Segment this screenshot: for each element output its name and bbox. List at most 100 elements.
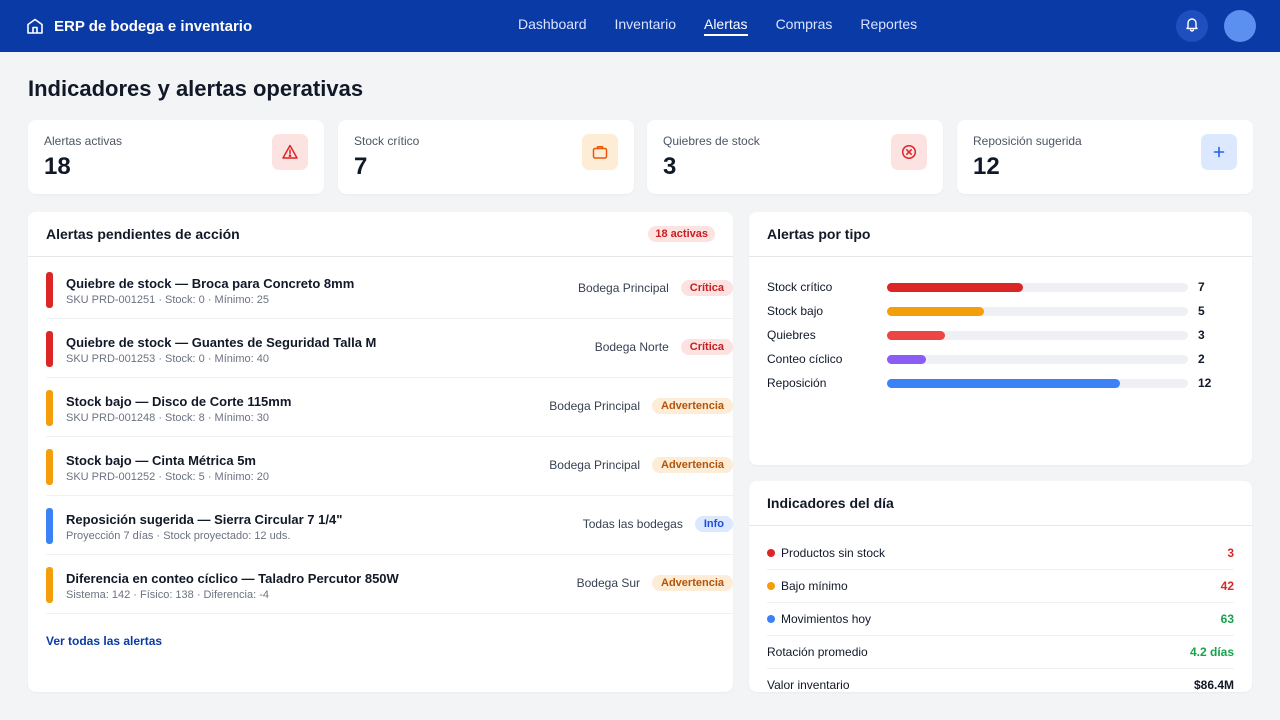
app-title: ERP de bodega e inventario bbox=[54, 17, 253, 35]
alert-type-value: 2 bbox=[1198, 352, 1205, 366]
top-bar: ERP de bodega e inventario Dashboard Inve… bbox=[0, 0, 1280, 52]
severity-badge: Advertencia bbox=[652, 398, 733, 414]
alert-row[interactable]: Stock bajo — Disco de Corte 115mm SKU PRD… bbox=[46, 378, 733, 437]
bar-fill bbox=[887, 355, 926, 364]
briefcase-icon bbox=[582, 134, 618, 170]
alert-type-value: 3 bbox=[1198, 328, 1205, 342]
circle-x-icon bbox=[891, 134, 927, 170]
alert-details: SKU PRD-001248 · Stock: 8 · Mínimo: 30 bbox=[66, 412, 269, 424]
panel-title: Indicadores del día bbox=[767, 495, 894, 511]
indicator-label: Productos sin stock bbox=[781, 546, 886, 560]
nav-dashboard[interactable]: Dashboard bbox=[518, 16, 587, 32]
severity-badge: Advertencia bbox=[652, 575, 733, 591]
kpi-card: Alertas activas 18 bbox=[28, 120, 324, 194]
indicator-value: $86.4M bbox=[1193, 678, 1234, 692]
alert-type-label: Quiebres bbox=[767, 328, 816, 342]
alert-details: Proyección 7 días · Stock proyectado: 12… bbox=[66, 530, 291, 542]
severity-bar bbox=[46, 508, 53, 544]
warehouse-icon bbox=[26, 17, 44, 35]
nav-reportes[interactable]: Reportes bbox=[860, 16, 918, 32]
indicator-label-group: Productos sin stock bbox=[767, 546, 885, 560]
bar-fill bbox=[887, 331, 945, 340]
alert-details: SKU PRD-001251 · Stock: 0 · Mínimo: 25 bbox=[66, 294, 269, 306]
nav-inventario[interactable]: Inventario bbox=[614, 16, 676, 32]
kpi-card: Quiebres de stock 3 bbox=[647, 120, 943, 194]
alert-meta: Bodega Principal Crítica bbox=[578, 280, 733, 296]
nav-compras[interactable]: Compras bbox=[775, 16, 833, 32]
alert-type-row: Reposición 12 bbox=[767, 375, 1233, 391]
plus-icon bbox=[1201, 134, 1237, 170]
alert-details: SKU PRD-001253 · Stock: 0 · Mínimo: 40 bbox=[66, 353, 269, 365]
alert-meta: Todas las bodegas Info bbox=[583, 516, 733, 532]
severity-bar bbox=[46, 331, 53, 367]
indicator-value: 4.2 días bbox=[1189, 645, 1234, 659]
nav-alertas[interactable]: Alertas bbox=[703, 0, 748, 52]
kpi-label: Alertas activas bbox=[44, 134, 123, 148]
alert-details: Sistema: 142 · Físico: 138 · Diferencia:… bbox=[66, 589, 269, 601]
bell-icon bbox=[1184, 16, 1200, 37]
indicator-value: 63 bbox=[1220, 612, 1234, 626]
alert-row[interactable]: Reposición sugerida — Sierra Circular 7 … bbox=[46, 496, 733, 555]
kpi-value: 18 bbox=[44, 153, 71, 180]
alert-meta: Bodega Norte Crítica bbox=[595, 339, 733, 355]
user-avatar[interactable] bbox=[1224, 10, 1256, 42]
indicator-label: Movimientos hoy bbox=[781, 612, 872, 626]
alert-type-label: Reposición bbox=[767, 376, 827, 390]
alert-title: Reposición sugerida — Sierra Circular 7 … bbox=[66, 512, 343, 527]
alert-location: Bodega Principal bbox=[578, 281, 669, 295]
indicator-label-group: Bajo mínimo bbox=[767, 579, 848, 593]
kpi-value: 12 bbox=[973, 153, 1000, 180]
indicator-label-group: Movimientos hoy bbox=[767, 612, 871, 626]
daily-indicators-list: Productos sin stock 3 Bajo mínimo 42 Movimie… bbox=[749, 526, 1252, 692]
alert-type-row: Stock bajo 5 bbox=[767, 303, 1233, 319]
bar-track bbox=[887, 283, 1188, 292]
alerts-panel-header: Alertas pendientes de acción 18 activas bbox=[28, 212, 733, 257]
daily-indicators-header: Indicadores del día bbox=[749, 481, 1252, 526]
indicator-row: Productos sin stock 3 bbox=[767, 537, 1234, 570]
kpi-label: Stock crítico bbox=[354, 134, 420, 148]
bar-track bbox=[887, 331, 1188, 340]
kpi-value: 3 bbox=[663, 153, 677, 180]
alert-title: Diferencia en conteo cíclico — Taladro P… bbox=[66, 571, 399, 586]
active-count-badge: 18 activas bbox=[648, 226, 715, 242]
severity-bar bbox=[46, 272, 53, 308]
indicator-value: 42 bbox=[1220, 579, 1234, 593]
alert-type-row: Stock crítico 7 bbox=[767, 279, 1233, 295]
alert-title: Stock bajo — Cinta Métrica 5m bbox=[66, 453, 256, 468]
kpi-label: Quiebres de stock bbox=[663, 134, 760, 148]
alert-title: Quiebre de stock — Guantes de Seguridad … bbox=[66, 335, 377, 350]
bar-track bbox=[887, 379, 1188, 388]
alert-type-value: 12 bbox=[1198, 376, 1212, 390]
notifications-button[interactable] bbox=[1176, 10, 1208, 42]
indicator-label-group: Valor inventario bbox=[767, 678, 850, 692]
alert-details: SKU PRD-001252 · Stock: 5 · Mínimo: 20 bbox=[66, 471, 269, 483]
alert-type-label: Stock bajo bbox=[767, 304, 824, 318]
severity-bar bbox=[46, 567, 53, 603]
severity-bar bbox=[46, 449, 53, 485]
alert-location: Bodega Principal bbox=[549, 458, 641, 472]
kpi-label: Reposición sugerida bbox=[973, 134, 1082, 148]
alert-location: Bodega Sur bbox=[576, 576, 641, 590]
bar-fill bbox=[887, 307, 984, 316]
alert-location: Bodega Principal bbox=[549, 399, 641, 413]
alert-meta: Bodega Principal Advertencia bbox=[549, 398, 733, 414]
alert-row[interactable]: Stock bajo — Cinta Métrica 5m SKU PRD-001… bbox=[46, 437, 733, 496]
alert-type-value: 7 bbox=[1198, 280, 1205, 294]
alert-row[interactable]: Diferencia en conteo cíclico — Taladro P… bbox=[46, 555, 733, 614]
brand[interactable]: ERP de bodega e inventario bbox=[26, 0, 252, 52]
alert-row[interactable]: Quiebre de stock — Broca para Concreto 8… bbox=[46, 260, 733, 319]
warning-triangle-icon bbox=[272, 134, 308, 170]
bar-track bbox=[887, 307, 1188, 316]
alert-type-value: 5 bbox=[1198, 304, 1205, 318]
alert-title: Quiebre de stock — Broca para Concreto 8… bbox=[66, 276, 355, 291]
alert-type-row: Conteo cíclico 2 bbox=[767, 351, 1233, 367]
alert-location: Todas las bodegas bbox=[582, 517, 683, 531]
alert-type-label: Conteo cíclico bbox=[767, 352, 843, 366]
alert-row[interactable]: Quiebre de stock — Guantes de Seguridad … bbox=[46, 319, 733, 378]
panel-title: Alertas pendientes de acción bbox=[46, 226, 240, 242]
see-all-alerts-link[interactable]: Ver todas las alertas bbox=[46, 634, 163, 648]
indicator-label-group: Rotación promedio bbox=[767, 645, 868, 659]
indicator-label: Bajo mínimo bbox=[781, 579, 848, 593]
severity-bar bbox=[46, 390, 53, 426]
bar-fill bbox=[887, 379, 1120, 388]
